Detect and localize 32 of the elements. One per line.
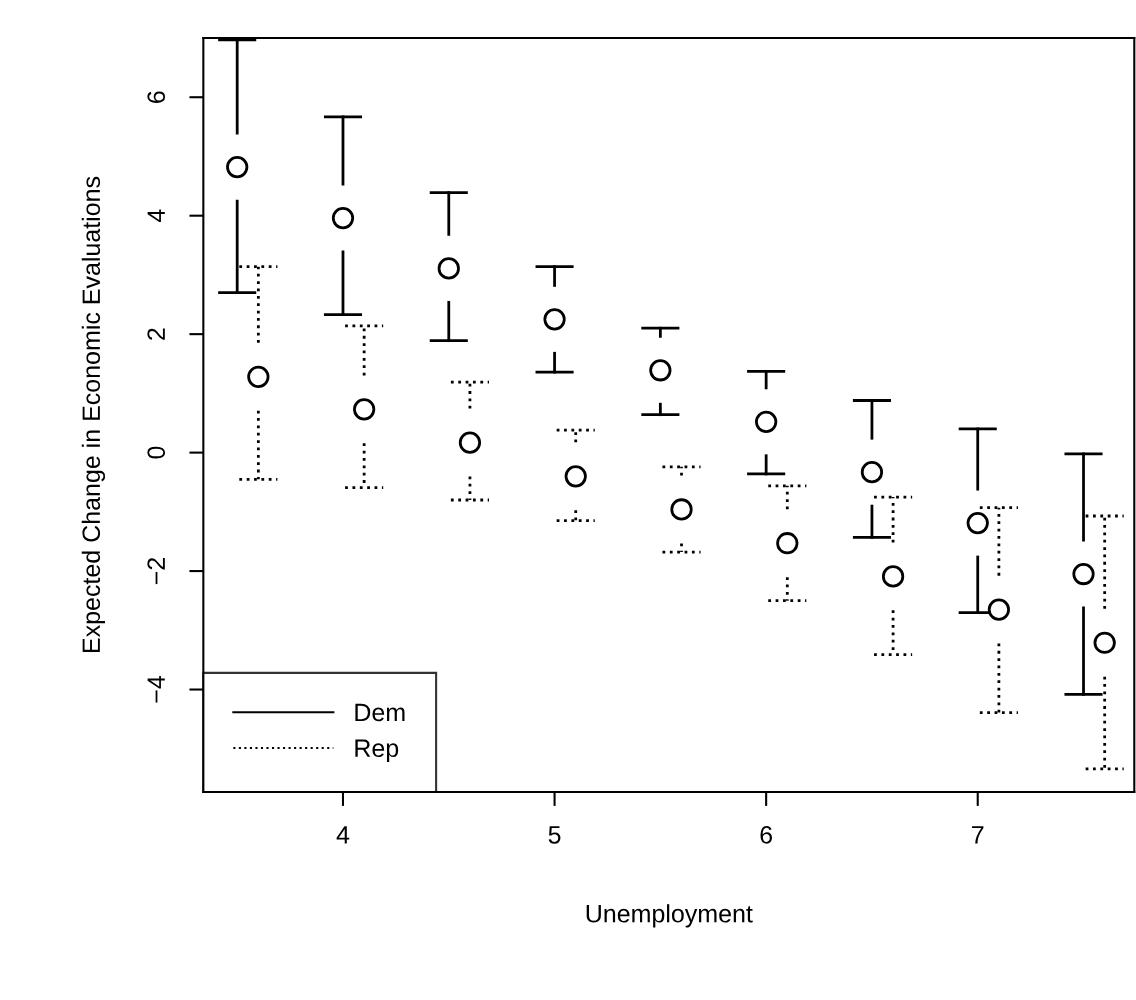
point <box>437 257 460 280</box>
point <box>966 511 989 535</box>
legend-label: Dem <box>355 703 405 722</box>
point <box>987 598 1010 621</box>
y-tick-label: 4 <box>147 209 165 223</box>
point <box>860 461 884 484</box>
point <box>247 365 270 388</box>
y-tick-label: 6 <box>147 91 166 103</box>
point <box>1072 562 1095 586</box>
point <box>226 156 249 179</box>
x-tick-label: 4 <box>336 826 350 844</box>
point <box>776 532 799 555</box>
y-tick-label: −4 <box>147 676 165 703</box>
point <box>543 308 566 331</box>
x-axis-title: Unemployment <box>586 904 753 928</box>
x-tick-label: 7 <box>972 826 984 844</box>
y-tick-label: 0 <box>147 446 166 459</box>
point <box>649 359 672 382</box>
x-tick-label: 6 <box>760 825 772 844</box>
legend-label: Rep <box>355 739 399 762</box>
point <box>881 565 905 588</box>
point <box>755 410 778 433</box>
point <box>564 465 587 488</box>
point <box>458 431 482 454</box>
y-axis-title: Expected Change in Economic Evaluations <box>81 176 106 652</box>
point <box>331 206 355 230</box>
x-tick-label: 5 <box>548 826 561 844</box>
point <box>1093 631 1116 654</box>
point <box>353 398 376 421</box>
point <box>670 498 693 521</box>
y-tick-label: −2 <box>147 558 165 585</box>
y-tick-label: 2 <box>147 328 165 340</box>
